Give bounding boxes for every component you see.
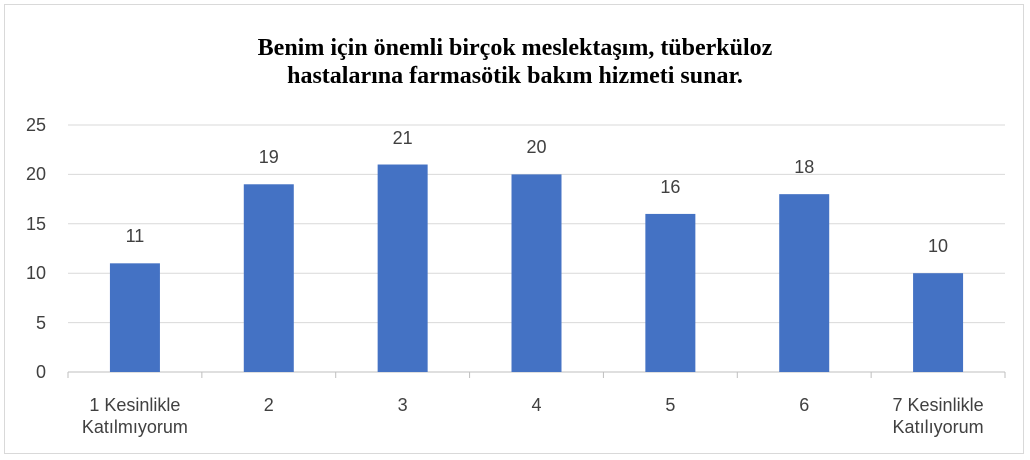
bar <box>511 174 562 372</box>
data-label: 19 <box>258 147 279 168</box>
x-tick-label: 2 <box>263 395 274 415</box>
data-label: 20 <box>526 137 547 158</box>
data-label: 10 <box>928 236 949 257</box>
y-tick-label: 0 <box>35 362 46 382</box>
x-tick-label: 7 Kesinlikle Katılıyorum <box>892 395 984 437</box>
data-label: 11 <box>125 226 145 247</box>
x-tick-label: 1 Kesinlikle Katılmıyorum <box>81 395 188 437</box>
chart-frame <box>4 4 1024 454</box>
y-tick-label: 10 <box>25 263 46 284</box>
y-tick-label: 25 <box>25 115 46 135</box>
data-label: 21 <box>392 127 413 148</box>
x-tick-label: 4 <box>531 395 542 415</box>
data-label: 18 <box>794 157 815 178</box>
bar <box>779 194 830 372</box>
bar <box>913 273 964 372</box>
data-label: 16 <box>660 176 681 197</box>
bar <box>109 263 160 372</box>
bar <box>243 184 294 372</box>
chart-title: Benim için önemli birçok meslektaşım, tü… <box>257 35 773 89</box>
bar <box>645 213 696 372</box>
y-tick-label: 15 <box>25 213 46 234</box>
x-tick-label: 5 <box>665 395 676 415</box>
bar <box>377 164 428 372</box>
y-tick-label: 5 <box>35 312 46 333</box>
x-tick-label: 6 <box>799 395 810 415</box>
y-tick-label: 20 <box>25 164 46 185</box>
x-tick-label: 3 <box>397 395 408 415</box>
